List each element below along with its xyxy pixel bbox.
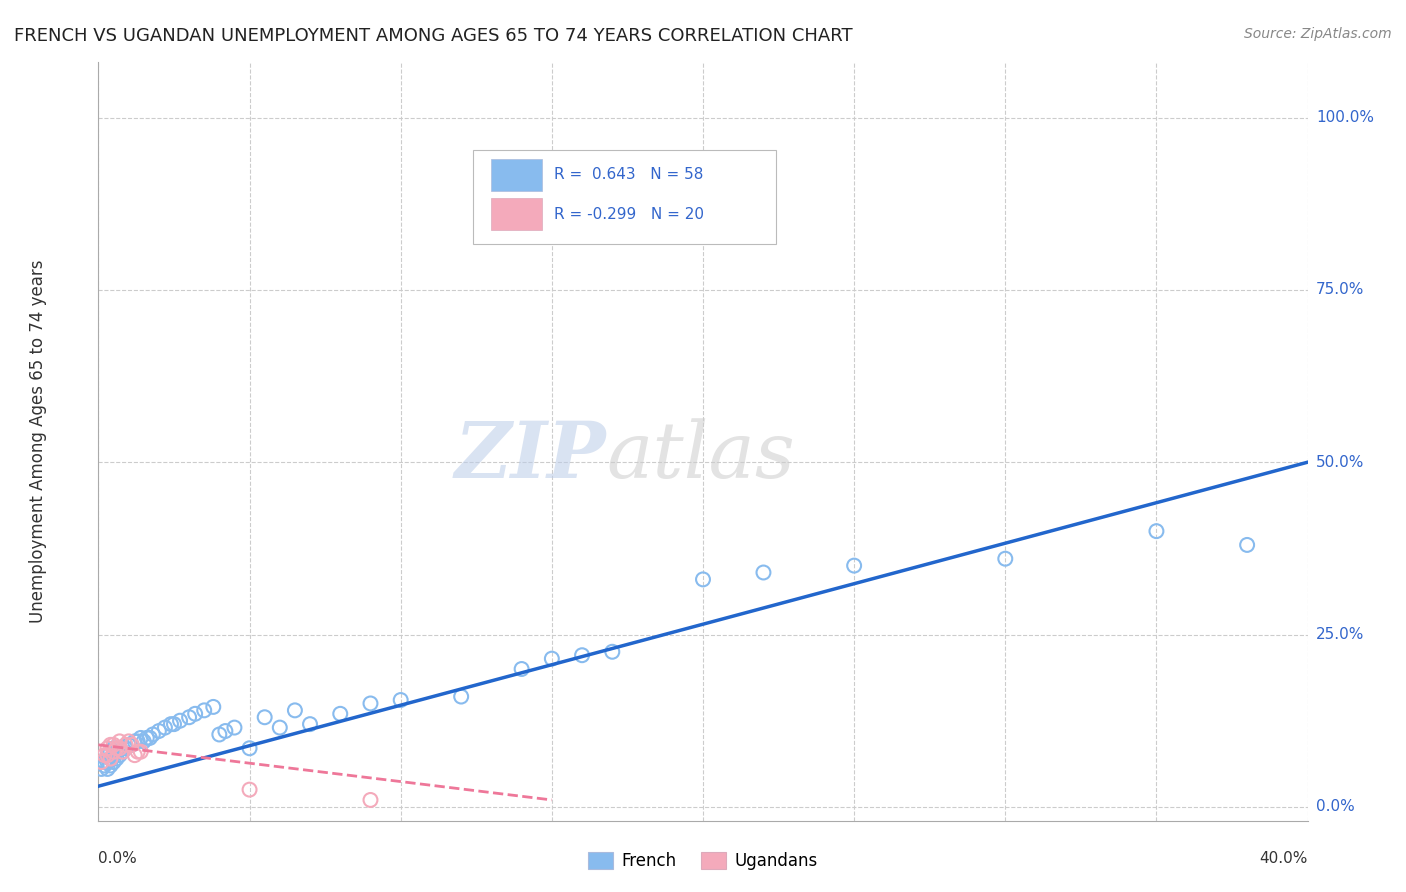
- Point: [571, 648, 593, 663]
- Text: R =  0.643   N = 58: R = 0.643 N = 58: [554, 167, 703, 182]
- Point: [111, 745, 134, 759]
- Point: [129, 731, 152, 745]
- Point: [994, 551, 1017, 566]
- Point: [105, 751, 128, 765]
- Point: [602, 645, 624, 659]
- Point: [389, 693, 412, 707]
- Point: [90, 762, 112, 776]
- Point: [121, 738, 143, 752]
- Point: [844, 558, 866, 573]
- Point: [450, 690, 472, 704]
- Text: 0.0%: 0.0%: [98, 851, 138, 866]
- Text: atlas: atlas: [606, 418, 794, 495]
- Text: 0.0%: 0.0%: [1316, 799, 1354, 814]
- Point: [129, 745, 152, 759]
- Point: [100, 758, 122, 772]
- Point: [93, 748, 115, 763]
- Text: Source: ZipAtlas.com: Source: ZipAtlas.com: [1244, 27, 1392, 41]
- Point: [100, 745, 122, 759]
- Point: [179, 710, 201, 724]
- Point: [108, 734, 131, 748]
- Legend: French, Ugandans: French, Ugandans: [581, 846, 825, 877]
- Point: [108, 741, 131, 756]
- Point: [105, 741, 128, 756]
- Point: [169, 714, 191, 728]
- FancyBboxPatch shape: [492, 198, 543, 230]
- Point: [239, 741, 262, 756]
- Text: 40.0%: 40.0%: [1260, 851, 1308, 866]
- Point: [111, 745, 134, 759]
- Point: [132, 734, 155, 748]
- Point: [114, 741, 136, 756]
- Point: [127, 745, 149, 759]
- Point: [100, 738, 122, 752]
- Point: [329, 706, 352, 721]
- Text: FRENCH VS UGANDAN UNEMPLOYMENT AMONG AGES 65 TO 74 YEARS CORRELATION CHART: FRENCH VS UGANDAN UNEMPLOYMENT AMONG AGE…: [14, 27, 852, 45]
- Point: [299, 717, 322, 731]
- Text: 50.0%: 50.0%: [1316, 455, 1364, 470]
- Point: [184, 706, 207, 721]
- Point: [284, 703, 307, 717]
- Point: [224, 721, 246, 735]
- Point: [114, 738, 136, 752]
- Point: [1144, 524, 1167, 538]
- Text: 25.0%: 25.0%: [1316, 627, 1364, 642]
- Point: [269, 721, 291, 735]
- FancyBboxPatch shape: [492, 159, 543, 191]
- Point: [103, 741, 125, 756]
- Point: [96, 762, 118, 776]
- Text: R = -0.299   N = 20: R = -0.299 N = 20: [554, 207, 704, 221]
- Point: [100, 751, 122, 765]
- Point: [202, 699, 225, 714]
- Point: [103, 738, 125, 752]
- Point: [540, 651, 562, 665]
- Point: [103, 748, 125, 763]
- Point: [103, 745, 125, 759]
- Text: 100.0%: 100.0%: [1316, 110, 1374, 125]
- Text: 75.0%: 75.0%: [1316, 283, 1364, 297]
- Point: [103, 755, 125, 769]
- Text: Unemployment Among Ages 65 to 74 years: Unemployment Among Ages 65 to 74 years: [30, 260, 46, 624]
- FancyBboxPatch shape: [474, 150, 776, 244]
- Point: [139, 731, 162, 745]
- Point: [108, 741, 131, 756]
- Point: [510, 662, 533, 676]
- Point: [96, 741, 118, 756]
- Point: [193, 703, 215, 717]
- Point: [118, 738, 141, 752]
- Point: [692, 573, 714, 587]
- Point: [124, 748, 146, 763]
- Point: [142, 727, 165, 741]
- Point: [100, 751, 122, 765]
- Point: [163, 717, 186, 731]
- Point: [214, 724, 236, 739]
- Point: [360, 697, 382, 711]
- Point: [127, 734, 149, 748]
- Point: [160, 717, 183, 731]
- Point: [1236, 538, 1258, 552]
- Point: [96, 748, 118, 763]
- Point: [105, 745, 128, 759]
- Point: [153, 721, 176, 735]
- Point: [118, 734, 141, 748]
- Point: [96, 748, 118, 763]
- Point: [148, 724, 170, 739]
- Point: [752, 566, 775, 580]
- Point: [208, 727, 231, 741]
- Point: [108, 748, 131, 763]
- Point: [360, 793, 382, 807]
- Point: [96, 755, 118, 769]
- Point: [239, 782, 262, 797]
- Point: [121, 738, 143, 752]
- Point: [124, 734, 146, 748]
- Point: [90, 755, 112, 769]
- Point: [93, 755, 115, 769]
- Point: [93, 758, 115, 772]
- Point: [135, 731, 157, 745]
- Point: [253, 710, 276, 724]
- Text: ZIP: ZIP: [454, 418, 606, 495]
